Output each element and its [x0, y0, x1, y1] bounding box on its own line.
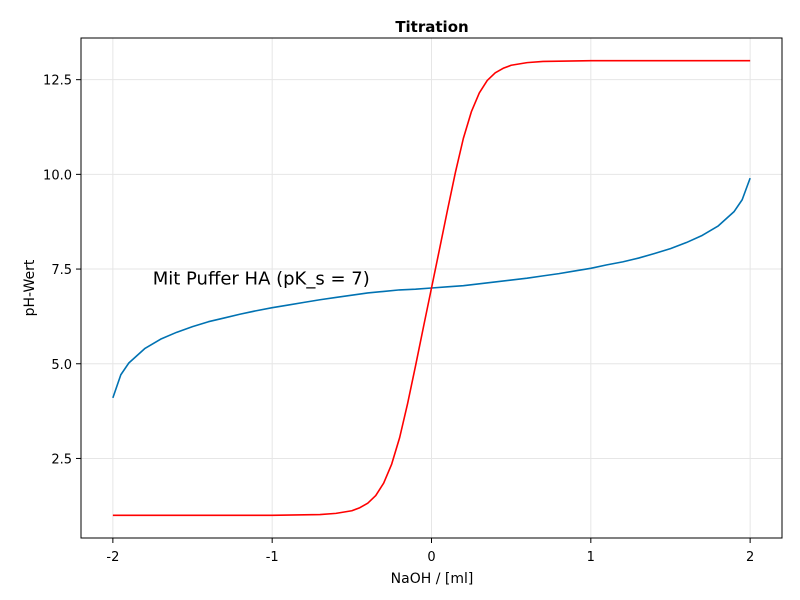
x-tick-label: -2	[106, 550, 119, 565]
y-tick-label: 7.5	[51, 263, 72, 278]
x-tick-label: -1	[266, 550, 279, 565]
y-tick-label: 12.5	[43, 74, 72, 89]
axis-ticks: -2 -1 0 1 2 2.5 5.0 7.5 10.0 12.5	[43, 74, 754, 565]
x-tick-label: 0	[427, 550, 435, 565]
series-layer	[112, 59, 751, 517]
chart-title: Titration	[395, 18, 468, 36]
x-tick-label: 1	[587, 550, 595, 565]
grid	[81, 38, 782, 538]
x-axis-label: NaOH / [ml]	[391, 571, 474, 587]
y-tick-label: 5.0	[51, 358, 72, 373]
y-tick-label: 10.0	[43, 168, 72, 183]
series-line-2	[112, 59, 751, 517]
annotations: Mit Puffer HA (pK_s = 7)	[153, 269, 370, 290]
annotation-label: Mit Puffer HA (pK_s = 7)	[153, 269, 370, 290]
x-tick-label: 2	[746, 550, 754, 565]
y-axis-label: pH-Wert	[22, 259, 38, 316]
y-tick-label: 2.5	[51, 452, 72, 467]
